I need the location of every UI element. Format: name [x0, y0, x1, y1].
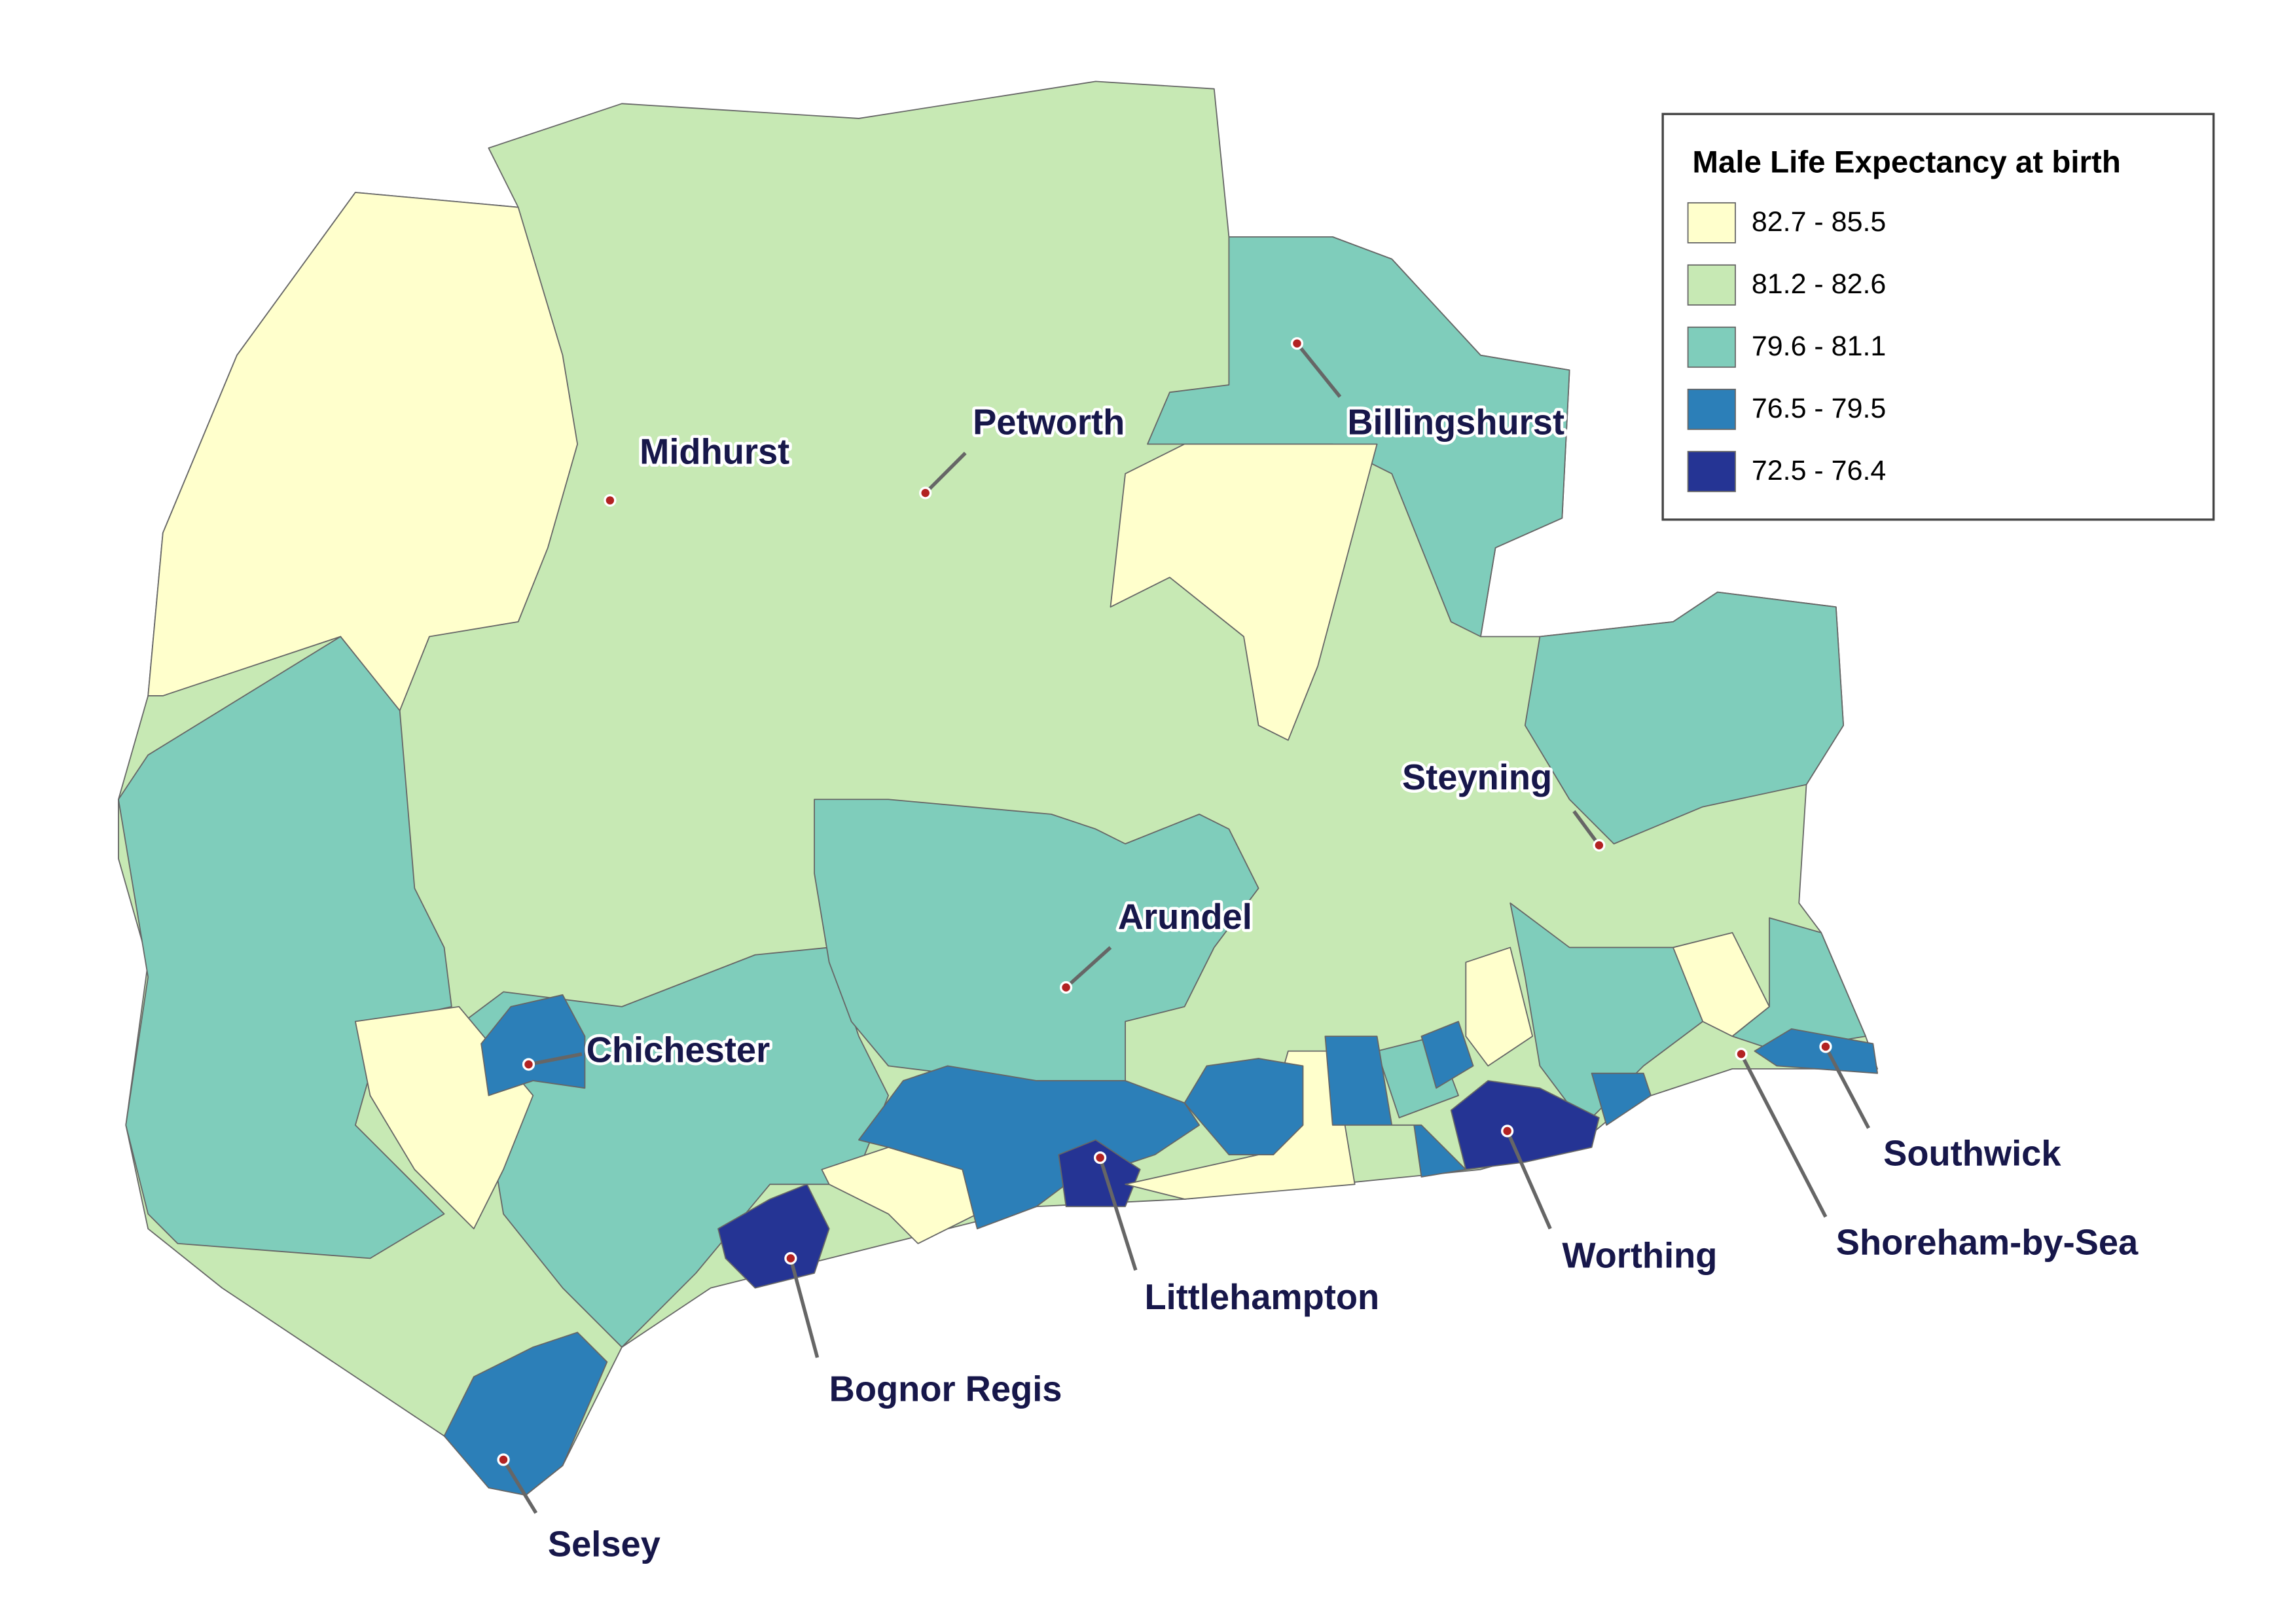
legend-title: Male Life Expectancy at birth [1692, 145, 2120, 180]
town-label: Steyning [1402, 757, 1552, 797]
region [1058, 1139, 1141, 1208]
region [858, 1065, 1201, 1230]
legend-label: 72.5 - 76.4 [1752, 455, 1886, 486]
town-dot [1735, 1047, 1748, 1060]
region [1147, 236, 1570, 638]
region [118, 636, 452, 1259]
legend-swatch [1687, 388, 1736, 430]
leader-line [1506, 1130, 1552, 1230]
region [1420, 1020, 1474, 1089]
region [1524, 591, 1845, 845]
town-dot [604, 494, 617, 507]
legend-label: 81.2 - 82.6 [1752, 268, 1886, 300]
legend-swatch [1687, 264, 1736, 306]
region [1591, 1072, 1652, 1126]
town-label: Southwick [1883, 1134, 2061, 1174]
town-dot [1059, 981, 1073, 994]
town-label: Arundel [1118, 897, 1252, 937]
region [814, 799, 1259, 1081]
towns: Midhurst Petworth Billingshurst Steyning… [497, 337, 2142, 1567]
town-dot [497, 1453, 510, 1466]
legend-swatch [1687, 450, 1736, 492]
region [1450, 1080, 1600, 1170]
town-dot [1290, 337, 1304, 350]
leader-line [1064, 946, 1112, 989]
town-dot [1094, 1151, 1107, 1164]
legend-swatch [1687, 326, 1736, 368]
town-label: Shoreham-by-Sea [1836, 1222, 2139, 1262]
town-label: Worthing [1562, 1236, 1717, 1276]
leader-line [1098, 1157, 1138, 1271]
regions [118, 81, 1879, 1496]
town-dot [522, 1058, 535, 1071]
town-dot [919, 486, 932, 499]
leader-line [789, 1257, 820, 1358]
region [480, 994, 586, 1096]
town-label: Billingshurst [1347, 402, 1564, 442]
leader-line [1739, 1053, 1828, 1218]
legend-swatch [1687, 202, 1736, 244]
town-dot [1501, 1125, 1514, 1138]
town-label: Littlehampton [1144, 1277, 1379, 1317]
legend-label: 76.5 - 79.5 [1752, 393, 1886, 424]
town-dot [1819, 1040, 1832, 1053]
leader-line [924, 452, 967, 495]
leader-line [1572, 810, 1601, 846]
leader-line [1824, 1045, 1870, 1129]
region [1465, 947, 1534, 1067]
town-label: Midhurst [640, 432, 789, 472]
town-label: Chichester [587, 1030, 770, 1070]
legend-label: 82.7 - 85.5 [1752, 206, 1886, 238]
town-dot [784, 1252, 797, 1265]
legend: Male Life Expectancy at birth 82.7 - 85.… [1661, 113, 2215, 521]
legend-label: 79.6 - 81.1 [1752, 331, 1886, 362]
leader-line [501, 1458, 538, 1514]
region [443, 1331, 608, 1496]
town-dot [1593, 839, 1606, 852]
region [717, 1183, 830, 1289]
region [1110, 443, 1378, 741]
town-label: Selsey [548, 1525, 660, 1564]
region [1184, 1058, 1304, 1155]
town-label: Petworth [973, 402, 1125, 442]
legend-box [1661, 113, 2215, 521]
region [1754, 1028, 1879, 1074]
region [1509, 902, 1704, 1126]
leader-line [1295, 342, 1342, 398]
leader-line [528, 1052, 583, 1066]
town-label: Bognor Regis [829, 1369, 1062, 1409]
